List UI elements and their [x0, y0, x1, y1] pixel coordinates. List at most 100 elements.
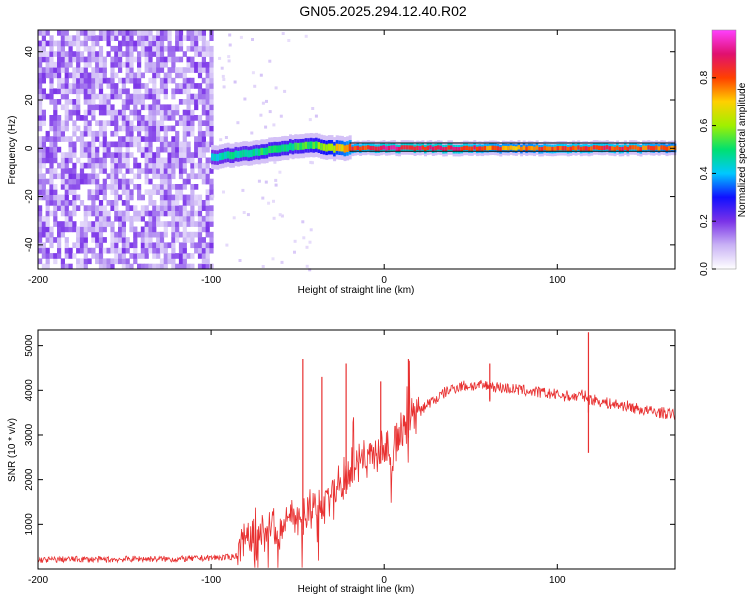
spectrogram-noise-cell [72, 200, 77, 206]
spectrogram-x-ticks: -200 -100 0 100 [28, 30, 566, 286]
spectrogram-noise-cell [182, 136, 187, 142]
spectrogram-noise-cell [95, 56, 100, 63]
spectrogram-noise-cell [49, 45, 54, 52]
spectrogram-noise-cell [49, 40, 54, 47]
spectrogram-noise-cell [182, 72, 187, 79]
spectrogram-noise-cell [186, 88, 191, 95]
spectrogram-noise-cell [106, 40, 111, 47]
spectrogram-noise-cell [102, 184, 107, 190]
spectrogram-noise-cell [137, 173, 142, 180]
spectrogram-noise-cell [209, 99, 214, 105]
spectrogram-noise-cell [182, 115, 187, 121]
spectrogram-noise-cell [72, 168, 77, 174]
spectrogram-noise-cell [121, 77, 126, 84]
spectrogram-noise-cell [83, 146, 88, 153]
spectrogram-noise-cell [137, 253, 142, 259]
spectrogram-noise-cell [197, 72, 203, 79]
spectrogram-noise-cell [140, 45, 145, 52]
spectrogram-ridge-cell [424, 146, 427, 152]
spectrogram-noise-cell [163, 77, 168, 84]
spectrogram-ridge-cell [665, 146, 669, 151]
spectrogram-noise-cell [98, 104, 104, 111]
spectrogram-noise-cell [137, 146, 142, 153]
spectrogram-noise-cell [72, 173, 77, 180]
spectrogram-noise-cell [79, 162, 85, 169]
spectrogram-ridge-cell [392, 145, 396, 150]
spectrogram-noise-cell [125, 237, 130, 243]
spectrogram-noise-cell [133, 226, 138, 233]
spectrogram-noise-cell [152, 130, 157, 137]
spectrogram-noise-cell [171, 88, 176, 95]
spectrogram-noise-cell [79, 115, 85, 121]
spectrogram-noise-cell [68, 141, 73, 148]
spectrogram-noise-cell [148, 146, 153, 153]
spectrogram-noise-cell [57, 67, 62, 73]
spectrogram-noise-cell [129, 125, 134, 132]
spectrogram-noise-cell [201, 242, 206, 249]
spectrogram-noise-cell [144, 237, 149, 243]
spectrogram-noise-cell [38, 61, 43, 68]
spectrogram-noise-cell [83, 141, 88, 148]
spectrogram-noise-cell [152, 67, 157, 73]
spectrogram-noise-cell [133, 253, 138, 259]
spectrogram-noise-cell [167, 115, 172, 121]
spectrogram-noise-cell [156, 120, 161, 126]
spectrogram-noise-cell [163, 168, 168, 174]
spectrogram-noise-cell [140, 83, 145, 89]
spectrogram-faint-cell [222, 85, 226, 89]
spectrogram-noise-cell [125, 168, 130, 174]
spectrogram-noise-cell [38, 99, 43, 105]
spectrogram-noise-cell [53, 104, 58, 111]
spectrogram-noise-cell [114, 189, 119, 195]
spectrogram-noise-cell [95, 237, 100, 243]
spectrogram-noise-cell [171, 200, 176, 206]
spectrogram-noise-cell [76, 263, 81, 270]
spectrogram-noise-cell [87, 189, 92, 195]
spectrogram-noise-cell [167, 35, 172, 41]
spectrogram-noise-cell [76, 56, 81, 63]
spectrogram-noise-cell [114, 168, 119, 174]
spectrogram-ridge-cell [470, 146, 474, 151]
spectrogram-faint-cell [304, 34, 308, 38]
spectrogram-noise-cell [137, 189, 142, 195]
spectrogram-noise-cell [182, 194, 187, 201]
spectrogram-noise-cell [171, 56, 176, 63]
spectrogram-noise-cell [60, 263, 65, 270]
spectrogram-noise-cell [102, 104, 107, 111]
spectrogram-ridge-cell [657, 146, 661, 151]
spectrogram-noise-cell [64, 115, 69, 121]
spectrogram-noise-cell [41, 253, 46, 259]
spectrogram-noise-cell [87, 194, 92, 201]
spectrogram-noise-cell [197, 61, 203, 68]
spectrogram-noise-cell [129, 35, 134, 41]
spectrogram-noise-cell [64, 120, 69, 126]
spectrogram-faint-cell [308, 268, 312, 272]
spectrogram-noise-cell [163, 93, 168, 100]
spectrogram-noise-cell [178, 56, 184, 63]
spectrogram-noise-cell [68, 115, 73, 121]
spectrogram-noise-cell [167, 184, 172, 190]
spectrogram-noise-cell [167, 51, 172, 57]
spectrogram-noise-cell [102, 146, 107, 153]
spectrogram-noise-cell [133, 210, 138, 217]
spectrogram-noise-cell [118, 125, 123, 132]
spectrogram-faint-cell [293, 250, 296, 254]
spectrogram-ridge-cell [579, 146, 583, 152]
spectrogram-noise-cell [175, 210, 180, 217]
spectrogram-noise-cell [144, 104, 149, 111]
spectrogram-ridge-cell [377, 146, 381, 151]
spectrogram-faint-cell [283, 89, 287, 93]
spectrogram-noise-cell [171, 45, 176, 52]
snr-x-ticks: -200 -100 0 100 [28, 330, 566, 586]
spectrogram-noise-cell [205, 93, 210, 100]
spectrogram-noise-cell [178, 120, 184, 126]
spectrogram-noise-cell [64, 35, 69, 41]
spectrogram-ridge-cell [320, 143, 324, 151]
spectrogram-noise-cell [45, 130, 50, 137]
spectrogram-noise-cell [197, 130, 203, 137]
spectrogram-noise-cell [64, 104, 69, 111]
snr-x-label: Height of straight line (km) [298, 584, 415, 595]
spectrogram-faint-cell [259, 73, 263, 77]
spectrogram-noise-cell [137, 263, 142, 270]
